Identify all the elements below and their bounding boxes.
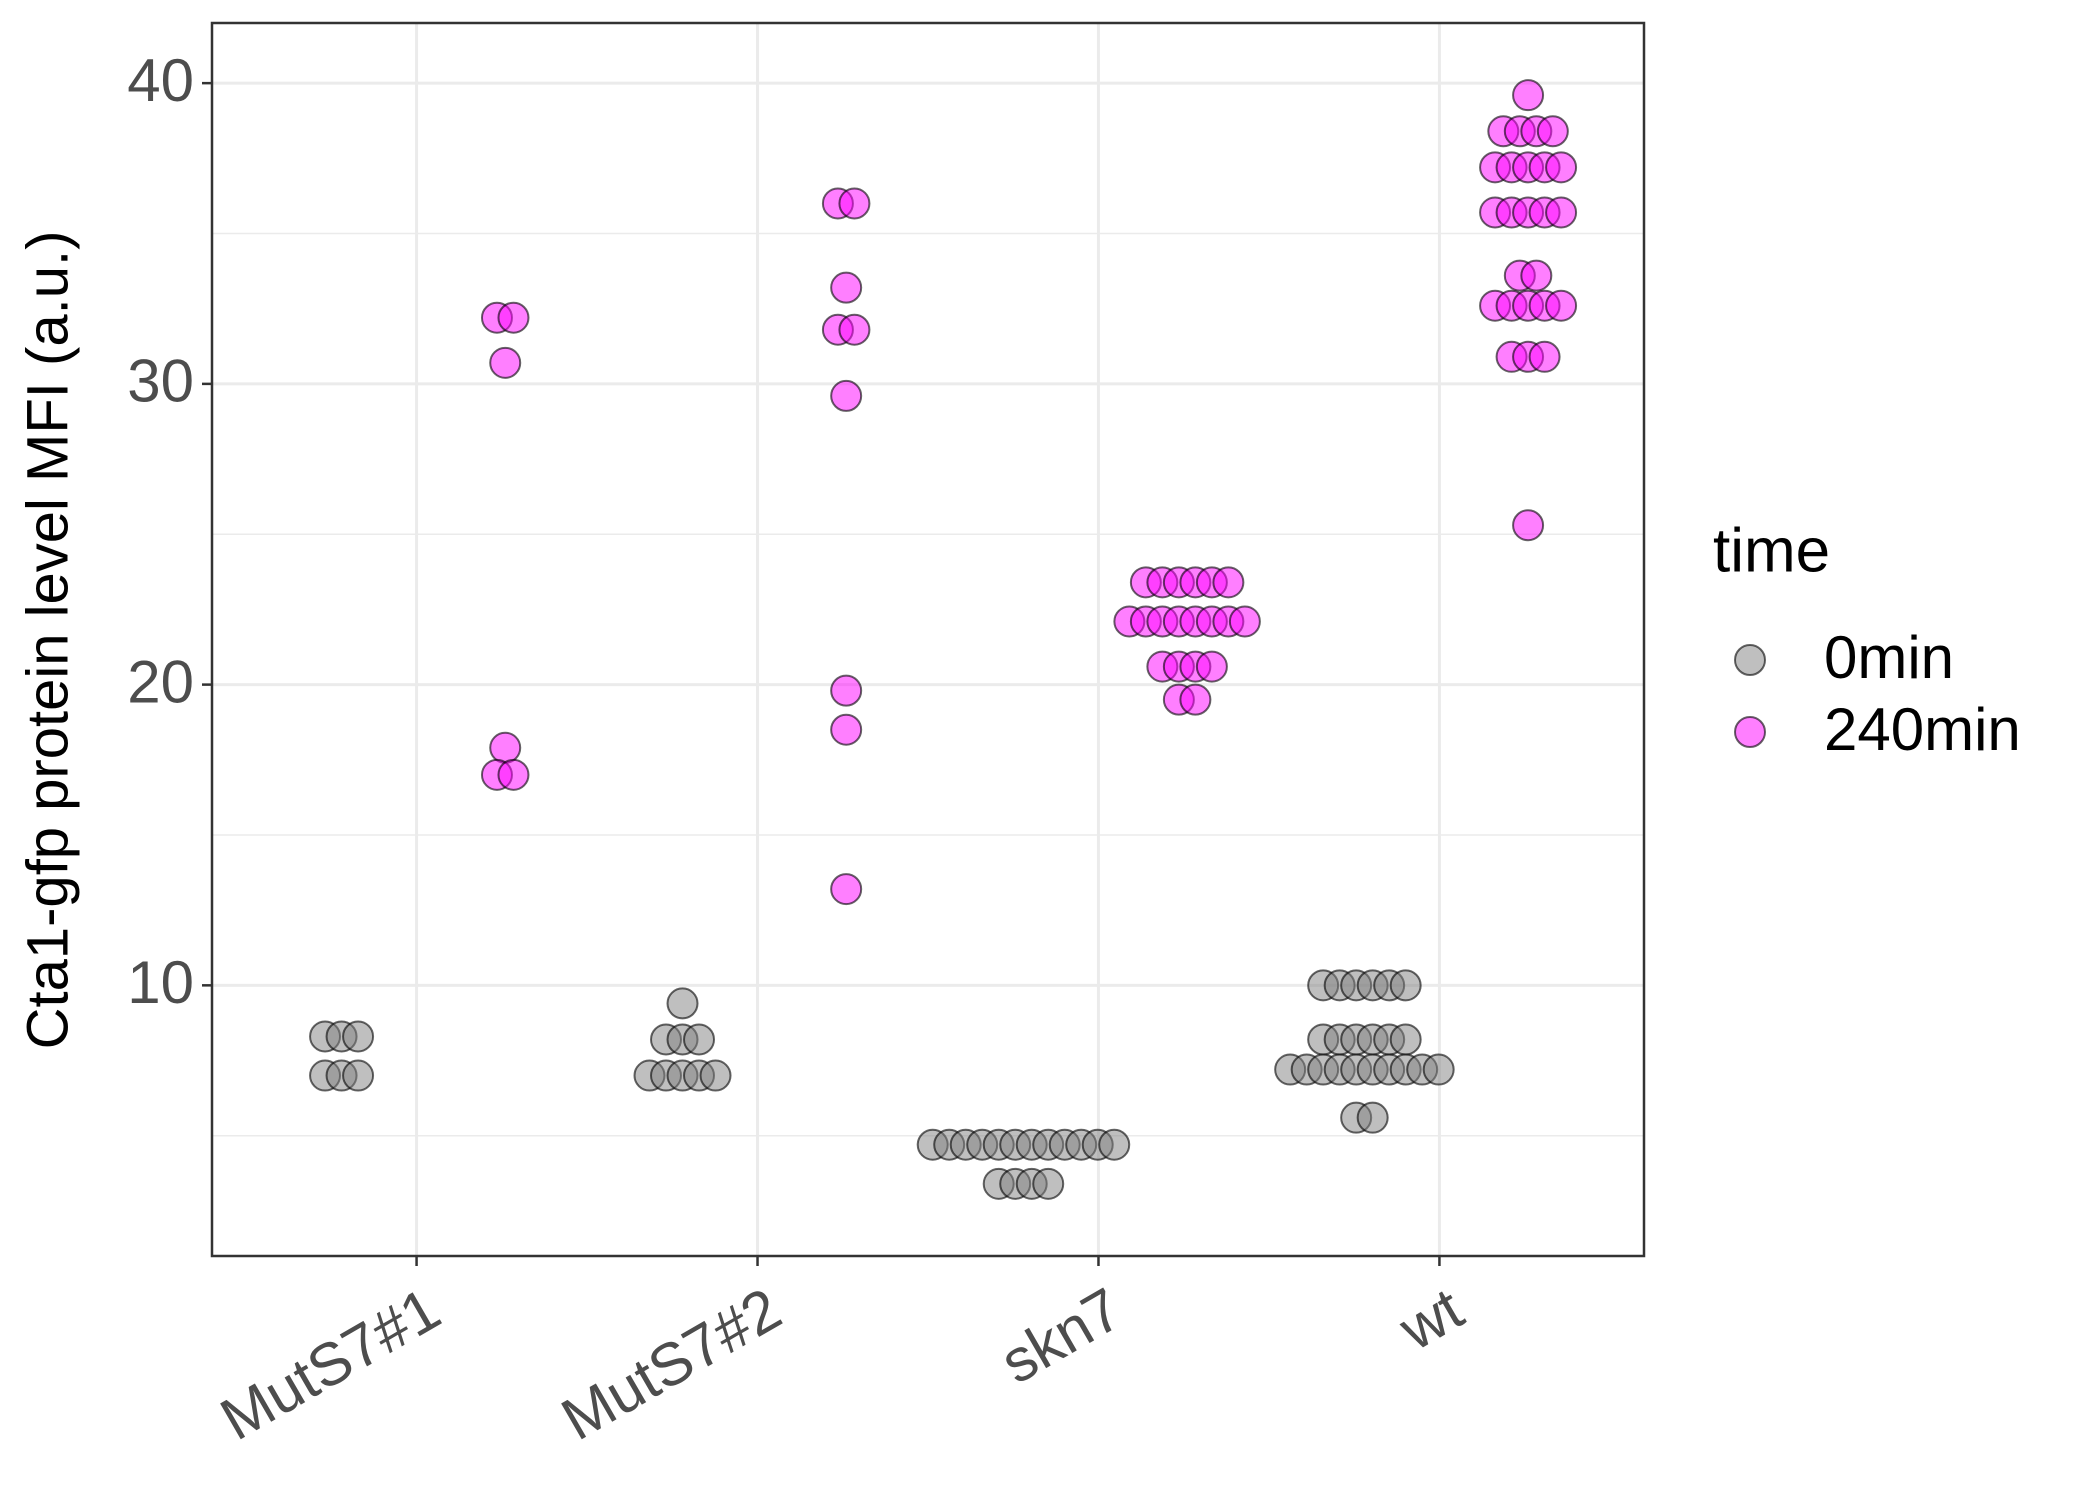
dot bbox=[1179, 683, 1212, 716]
y-tick-label: 30 bbox=[127, 348, 194, 415]
dot bbox=[489, 346, 522, 379]
grid bbox=[212, 23, 1644, 1256]
dot bbox=[1195, 650, 1228, 683]
marks bbox=[309, 79, 1578, 1200]
dot bbox=[1212, 566, 1245, 599]
legend-key bbox=[1734, 644, 1766, 676]
dot bbox=[830, 674, 863, 707]
dot bbox=[699, 1059, 732, 1092]
dot bbox=[1545, 196, 1578, 229]
dot bbox=[1032, 1167, 1065, 1200]
y-tick-label: 40 bbox=[127, 47, 194, 114]
y-tick-label: 20 bbox=[127, 648, 194, 715]
dot bbox=[1228, 605, 1261, 638]
dot bbox=[1528, 340, 1561, 373]
legend-label: 240min bbox=[1824, 696, 2021, 763]
dot bbox=[830, 271, 863, 304]
dot bbox=[838, 187, 871, 220]
y-tick-label: 10 bbox=[127, 949, 194, 1016]
dot bbox=[1545, 289, 1578, 322]
dot bbox=[830, 873, 863, 906]
dot bbox=[1536, 115, 1569, 148]
dot bbox=[838, 313, 871, 346]
dot bbox=[683, 1023, 716, 1056]
dot bbox=[1389, 969, 1422, 1002]
dot bbox=[830, 379, 863, 412]
dot bbox=[1389, 1023, 1422, 1056]
dot bbox=[1422, 1053, 1455, 1086]
legend-key bbox=[1734, 716, 1766, 748]
dot bbox=[1512, 79, 1545, 112]
legend-title: time bbox=[1713, 516, 1830, 585]
y-axis-title: Cta1-gfp protein level MFI (a.u.) bbox=[15, 231, 80, 1050]
dot bbox=[1520, 259, 1553, 292]
dot bbox=[1356, 1101, 1389, 1134]
dot bbox=[830, 713, 863, 746]
dot bbox=[497, 301, 530, 334]
dot bbox=[342, 1059, 375, 1092]
dot bbox=[1098, 1128, 1131, 1161]
legend-label: 0min bbox=[1824, 624, 1954, 691]
dot bbox=[342, 1020, 375, 1053]
panel-border bbox=[210, 21, 1646, 1258]
dot bbox=[489, 731, 522, 764]
dot bbox=[1512, 509, 1545, 542]
dot bbox=[497, 758, 530, 791]
dot bbox=[1545, 151, 1578, 184]
dot bbox=[666, 987, 699, 1020]
